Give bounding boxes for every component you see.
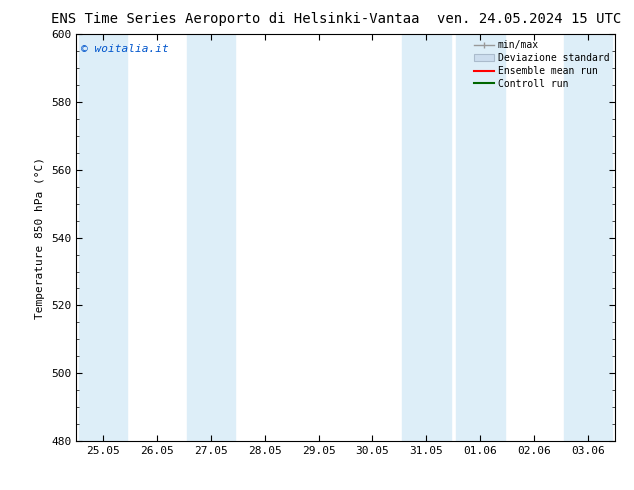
Bar xyxy=(402,34,451,441)
Text: ven. 24.05.2024 15 UTC: ven. 24.05.2024 15 UTC xyxy=(437,12,621,26)
Bar xyxy=(79,34,127,441)
Text: ENS Time Series Aeroporto di Helsinki-Vantaa: ENS Time Series Aeroporto di Helsinki-Va… xyxy=(51,12,419,26)
Legend: min/max, Deviazione standard, Ensemble mean run, Controll run: min/max, Deviazione standard, Ensemble m… xyxy=(470,36,613,93)
Text: © woitalia.it: © woitalia.it xyxy=(81,45,169,54)
Y-axis label: Temperature 850 hPa (°C): Temperature 850 hPa (°C) xyxy=(36,157,46,318)
Bar xyxy=(186,34,235,441)
Bar xyxy=(564,34,612,441)
Bar xyxy=(456,34,505,441)
